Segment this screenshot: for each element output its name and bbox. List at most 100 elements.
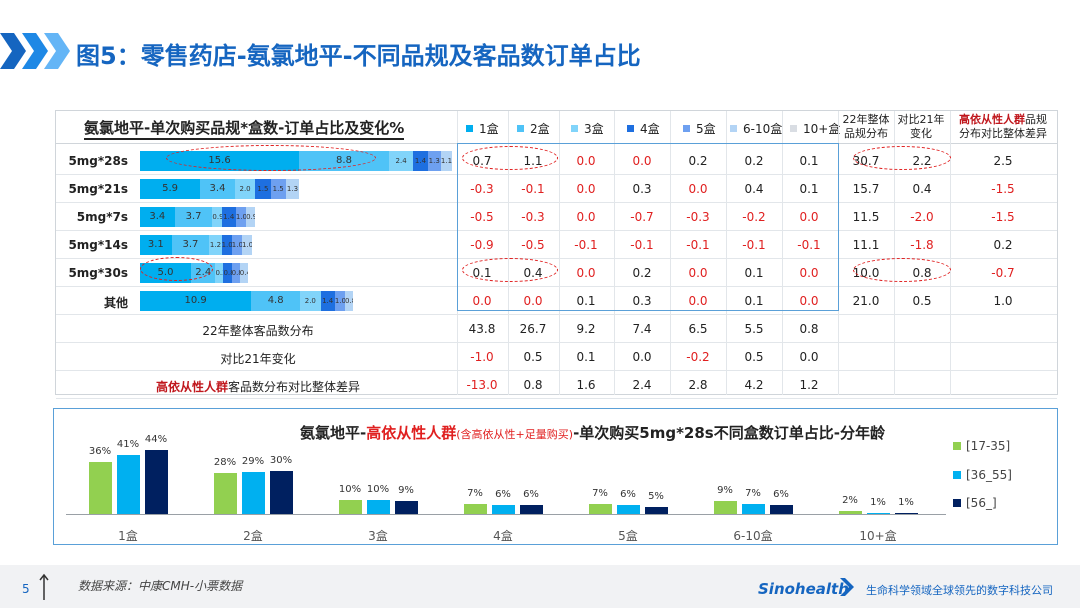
table-cell: 0.3	[632, 294, 652, 308]
chart-value-label: 44%	[144, 434, 168, 446]
bar-segment: 1.3	[285, 179, 300, 199]
chart-category-label: 6-10盒	[733, 529, 773, 543]
chart-bar	[741, 503, 765, 514]
chart-bar	[866, 512, 890, 514]
bar-segment: 0.4	[239, 263, 248, 283]
overall-cell: 15.7	[852, 182, 880, 196]
chart-bar	[213, 473, 237, 514]
legend-4box: 4盒	[627, 120, 660, 137]
diff-cell: -0.7	[991, 266, 1015, 280]
chart-bar	[269, 470, 293, 514]
table-cell: -0.1	[686, 238, 710, 252]
table-cell: -0.1	[797, 238, 821, 252]
bar-segment: 1.5	[270, 179, 286, 199]
chart-category-label: 2盒	[243, 529, 263, 543]
table-col-divider	[950, 111, 951, 395]
bar-segment: 1.0	[334, 291, 345, 311]
highlight-ellipse	[853, 146, 951, 170]
chart-value-label: 6%	[523, 489, 539, 501]
bar-segment: 3.4	[200, 179, 235, 199]
legend-1box: 1盒	[466, 120, 499, 137]
chart-value-label: 29%	[241, 455, 265, 467]
table-cell: 0.0	[472, 294, 492, 308]
chart-bar	[588, 503, 612, 514]
chart-value-label: 1%	[870, 496, 886, 508]
chart-bar	[394, 500, 418, 514]
diff-cell: -1.5	[991, 182, 1015, 196]
bar-segment: 1.3	[427, 151, 441, 171]
table-row-divider	[56, 230, 1057, 231]
legend-6-10box: 6-10盒	[730, 120, 782, 137]
chart-bar	[366, 499, 390, 514]
bar-segment: 3.7	[171, 235, 210, 255]
summary-cell: 0.5	[744, 350, 764, 364]
summary-cell: 26.7	[519, 322, 547, 336]
page-number: 5	[22, 582, 30, 596]
table-row-divider	[56, 398, 1057, 399]
table-row-divider	[56, 342, 1057, 343]
overall-cell: 21.0	[852, 294, 880, 308]
x-axis-line	[66, 514, 946, 515]
bar-segment: 0.9	[246, 207, 256, 227]
chart-bar	[463, 503, 487, 514]
table-col-divider	[559, 111, 560, 395]
chart-value-label: 2%	[842, 495, 858, 507]
chart-bar	[241, 471, 265, 514]
table-cell: -0.1	[742, 238, 766, 252]
table-cell: 0.0	[799, 294, 819, 308]
bar-segment: 0.8	[223, 263, 232, 283]
diff-cell: 1.0	[993, 294, 1013, 308]
overall-cell: 11.5	[852, 210, 880, 224]
row-label: 5mg*7s	[76, 210, 128, 224]
table-cell: 0.0	[799, 210, 819, 224]
summary-cell: -1.0	[470, 350, 494, 364]
change-cell: 0.5	[912, 294, 932, 308]
bar-segment: 1.0	[231, 235, 242, 255]
chart-value-label: 10%	[366, 483, 390, 495]
bar-segment: 2.0	[300, 291, 321, 311]
highlight-ellipse	[462, 258, 558, 282]
chart-value-label: 6%	[773, 489, 789, 501]
overall-cell: 11.1	[852, 238, 880, 252]
table-row-divider	[56, 174, 1057, 175]
chart-bar	[713, 500, 737, 514]
bar-segment: 5.9	[140, 179, 201, 199]
summary-cell: 2.4	[632, 378, 652, 392]
table-cell: -0.2	[742, 210, 766, 224]
bar-segment: 1.0	[235, 207, 247, 227]
table-cell: -0.1	[630, 238, 654, 252]
header-change: 对比21年 变化	[897, 113, 945, 140]
table-cell: 0.0	[688, 266, 708, 280]
table-cell: 0.0	[576, 266, 596, 280]
chart-bar	[838, 511, 862, 514]
summary-cell: 1.6	[576, 378, 596, 392]
bar-segment: 0.8	[231, 263, 240, 283]
highlight-ellipse	[853, 258, 951, 282]
table-cell: 0.1	[744, 266, 764, 280]
table-cell: -0.3	[686, 210, 710, 224]
chart-value-label: 41%	[116, 438, 140, 450]
bar-segment: 1.5	[255, 179, 271, 199]
bar-segment: 1.2	[209, 235, 222, 255]
header-overall: 22年整体 品规分布	[842, 113, 890, 140]
chart-title: 氨氯地平-高依从性人群(含高依从性+足量购买)-单次购买5mg*28s不同盒数订…	[300, 424, 885, 442]
table-col-divider	[894, 111, 895, 395]
table-cell: -0.9	[470, 238, 494, 252]
data-source: 数据来源：中康CMH-小票数据	[78, 579, 243, 593]
bar-segment: 2.0	[234, 179, 256, 199]
bar-segment: 0.3	[215, 263, 224, 283]
chart-bar	[144, 450, 168, 514]
table-cell: -0.1	[574, 238, 598, 252]
table-cell: 0.3	[632, 182, 652, 196]
table-cell: 0.2	[744, 154, 764, 168]
legend-3box: 3盒	[571, 120, 604, 137]
summary-cell: -0.2	[686, 350, 710, 364]
table-col-divider	[726, 111, 727, 395]
chart-bar	[338, 499, 362, 514]
chart-value-label: 30%	[269, 454, 293, 466]
chart-category-label: 1盒	[118, 529, 138, 543]
bar-segment: 1.1	[440, 151, 453, 171]
summary-cell: 7.4	[632, 322, 652, 336]
change-cell: -2.0	[910, 210, 934, 224]
